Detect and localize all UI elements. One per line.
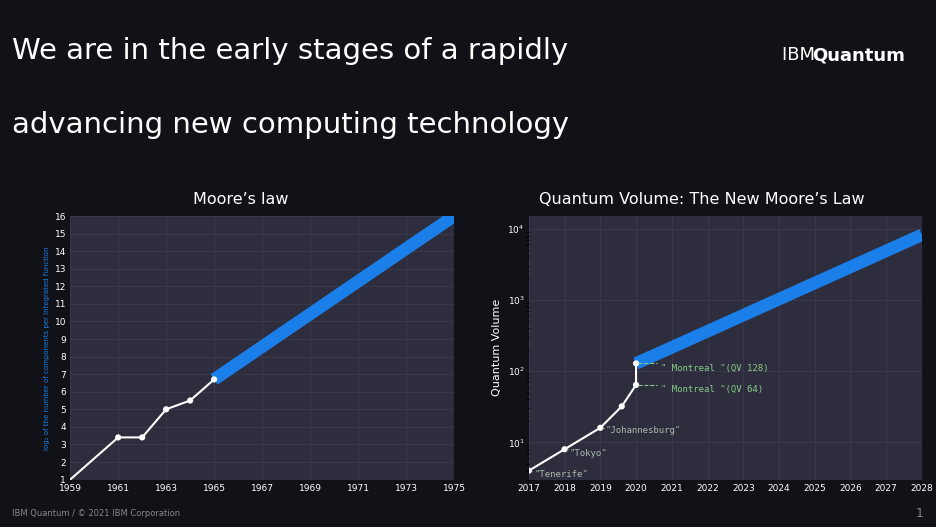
Point [110,433,125,442]
Text: "Tenerife": "Tenerife" [534,470,588,479]
Point [135,433,150,442]
Text: Quantum: Quantum [812,46,905,64]
Point [629,380,644,389]
Text: We are in the early stages of a rapidly: We are in the early stages of a rapidly [12,37,568,65]
Point [614,402,629,411]
Point [521,466,536,475]
Point [557,445,572,453]
Point [592,424,607,432]
Y-axis label: Quantum Volume: Quantum Volume [492,299,502,396]
Point [158,405,173,414]
Text: " Montreal "(QV 64): " Montreal "(QV 64) [661,385,763,394]
Y-axis label: log₂ of the number of components per integrated function: log₂ of the number of components per int… [44,246,51,450]
Point [183,396,197,405]
Text: "Johannesburg": "Johannesburg" [606,426,680,435]
Text: IBM: IBM [782,46,820,64]
Text: 1: 1 [916,508,924,520]
Text: advancing new computing technology: advancing new computing technology [12,111,569,139]
Text: " Montreal "(QV 128): " Montreal "(QV 128) [661,364,768,373]
Text: Quantum Volume: The New Moore’s Law: Quantum Volume: The New Moore’s Law [539,192,864,207]
Text: IBM Quantum / © 2021 IBM Corporation: IBM Quantum / © 2021 IBM Corporation [12,509,181,519]
Point [629,359,644,368]
Text: Moore’s law: Moore’s law [193,192,288,207]
Text: "Tokyo": "Tokyo" [570,449,607,458]
Point [207,375,222,384]
